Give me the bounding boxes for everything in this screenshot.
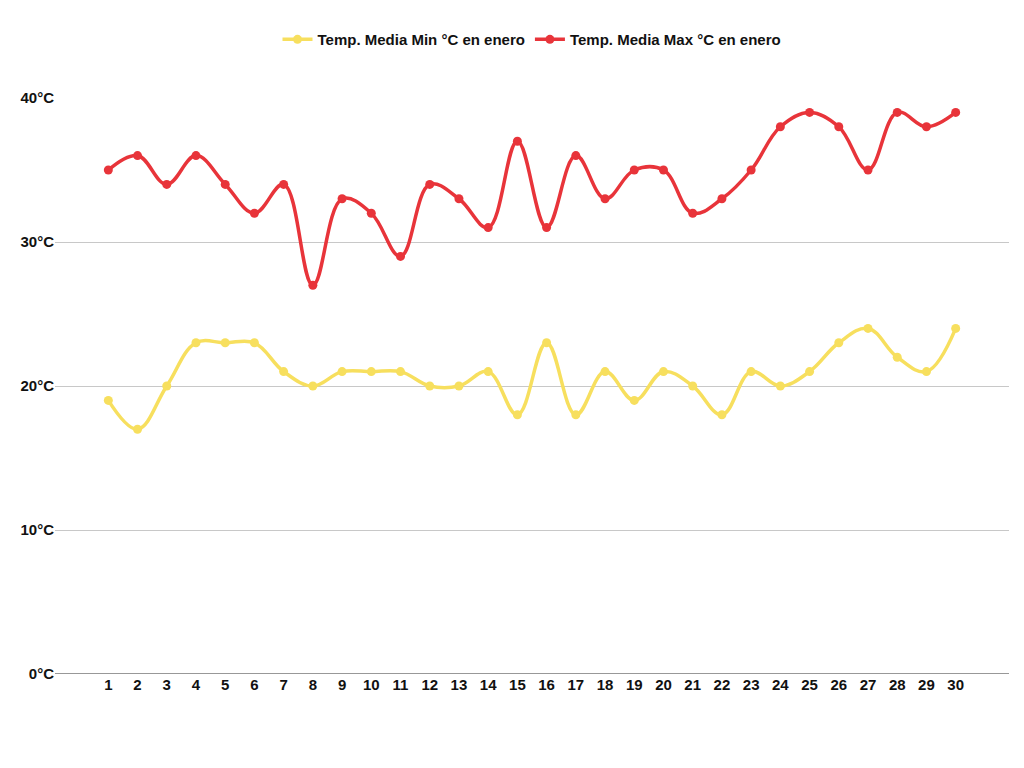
svg-text:12: 12 [421,676,438,693]
svg-text:21: 21 [684,676,701,693]
svg-text:23: 23 [743,676,760,693]
svg-text:0°C: 0°C [29,665,54,682]
svg-text:Temp. Media Min °C en enero: Temp. Media Min °C en enero [318,31,525,48]
svg-text:29: 29 [918,676,935,693]
svg-text:Temp. Media Max °C en enero: Temp. Media Max °C en enero [570,31,781,48]
svg-text:20: 20 [655,676,672,693]
svg-text:24: 24 [772,676,789,693]
svg-text:15: 15 [509,676,526,693]
svg-text:10: 10 [363,676,380,693]
svg-text:20°C: 20°C [20,377,54,394]
svg-text:9: 9 [338,676,346,693]
svg-text:30°C: 30°C [20,233,54,250]
svg-text:27: 27 [860,676,877,693]
svg-text:7: 7 [279,676,287,693]
svg-text:16: 16 [538,676,555,693]
svg-text:3: 3 [163,676,171,693]
svg-text:26: 26 [830,676,847,693]
svg-text:11: 11 [393,676,409,693]
svg-text:6: 6 [250,676,258,693]
svg-text:4: 4 [192,676,201,693]
svg-text:19: 19 [626,676,643,693]
svg-text:14: 14 [480,676,497,693]
svg-text:17: 17 [567,676,584,693]
svg-text:13: 13 [451,676,468,693]
svg-text:8: 8 [309,676,317,693]
svg-text:18: 18 [597,676,614,693]
svg-text:25: 25 [801,676,818,693]
svg-text:22: 22 [714,676,731,693]
svg-text:1: 1 [104,676,112,693]
svg-text:5: 5 [221,676,229,693]
svg-text:40°C: 40°C [20,89,54,106]
svg-text:10°C: 10°C [20,521,54,538]
svg-text:30: 30 [947,676,964,693]
svg-text:2: 2 [133,676,141,693]
svg-text:28: 28 [889,676,906,693]
